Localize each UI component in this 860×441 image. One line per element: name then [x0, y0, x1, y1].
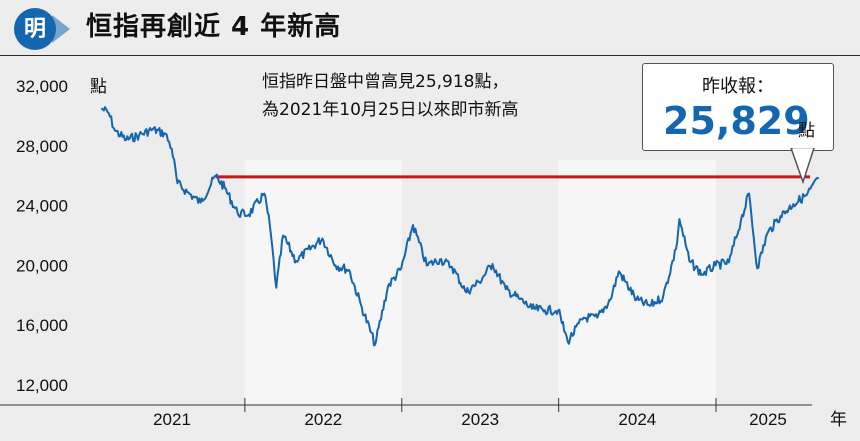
- callout-pointer-icon: [790, 148, 815, 184]
- x-tick-label: 2023: [461, 410, 499, 429]
- x-unit-label: 年: [830, 410, 847, 430]
- year-band: [558, 160, 716, 405]
- x-tick-label: 2024: [618, 410, 656, 429]
- brand-logo: [14, 8, 56, 50]
- y-tick-label: 28,000: [16, 137, 68, 156]
- y-unit-label: 點: [90, 77, 107, 97]
- callout-unit: 點: [798, 121, 815, 141]
- y-tick-label: 16,000: [16, 316, 68, 335]
- chart-title: 恒指再創近 4 年新高: [86, 12, 342, 42]
- annotation-line-1: 恒指昨日盤中曾高見25,918點，: [262, 72, 509, 92]
- x-tick-label: 2021: [153, 410, 191, 429]
- year-band: [244, 160, 402, 405]
- hsi-series-line: [100, 106, 820, 347]
- x-tick-label: 2025: [749, 410, 787, 429]
- brand-logo-char: 明: [23, 16, 46, 42]
- y-tick-label: 20,000: [16, 256, 68, 275]
- chart-annotation: 恒指昨日盤中曾高見25,918點， 為2021年10月25日以來即市新高: [262, 68, 519, 124]
- logo-swoosh-icon: [52, 15, 70, 43]
- y-tick-label: 24,000: [16, 197, 68, 216]
- x-tick-label: 2022: [304, 410, 342, 429]
- header: 明 恒指再創近 4 年新高: [0, 0, 860, 56]
- callout-label: 昨收報：: [702, 76, 774, 97]
- callout-value: 25,829: [663, 99, 810, 143]
- close-callout-box: 昨收報： 25,829 點: [642, 63, 834, 151]
- title-divider: [0, 55, 860, 56]
- y-tick-label: 12,000: [16, 376, 68, 395]
- annotation-line-2: 為2021年10月25日以來即市新高: [262, 100, 519, 120]
- y-tick-label: 32,000: [16, 77, 68, 96]
